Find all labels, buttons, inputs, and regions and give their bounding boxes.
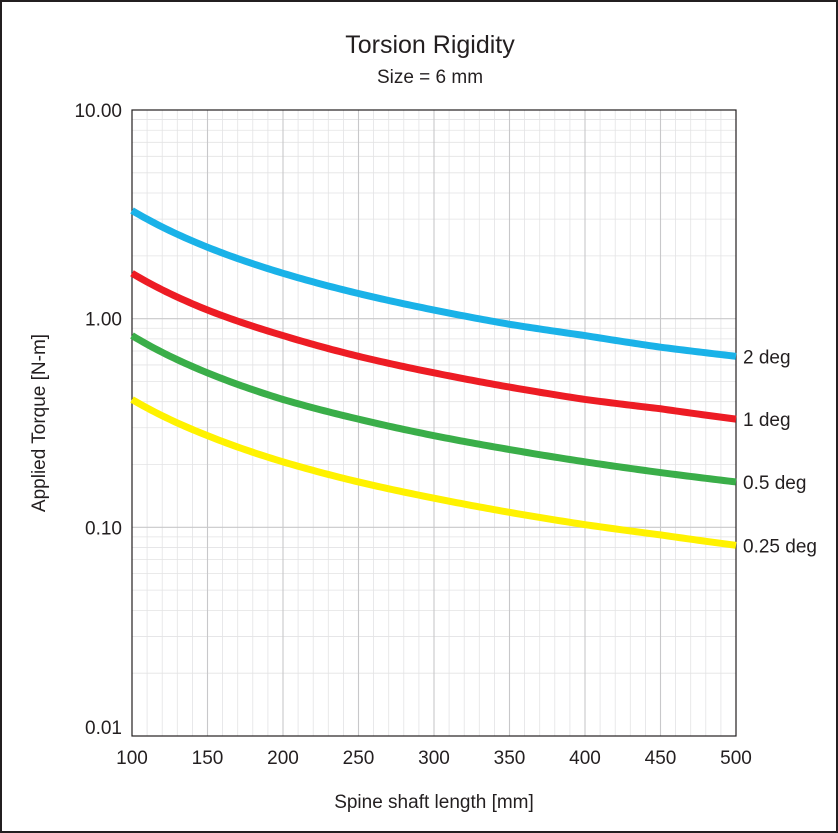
series-line <box>130 396 737 549</box>
x-tick-label: 450 <box>645 748 677 769</box>
series-label: 1 deg <box>743 410 791 431</box>
y-tick-label: 1.00 <box>85 310 122 331</box>
x-tick-label: 100 <box>116 748 148 769</box>
x-tick-label: 500 <box>720 748 752 769</box>
series-line <box>130 270 737 423</box>
y-tick-label: 10.00 <box>74 101 122 122</box>
y-tick-labels: 0.01 0.10 1.00 10.00 <box>74 101 122 739</box>
series-line <box>130 332 737 486</box>
series-line <box>130 207 737 360</box>
x-tick-label: 150 <box>192 748 224 769</box>
chart-title: Torsion Rigidity <box>345 31 515 59</box>
plot-area-border <box>131 109 737 737</box>
x-axis-label: Spine shaft length [mm] <box>334 792 534 813</box>
series-label: 0.5 deg <box>743 473 806 494</box>
series-label-layer: 2 deg 1 deg 0.5 deg 0.25 deg <box>743 347 817 557</box>
x-tick-labels: 100 150 200 250 300 350 400 450 500 <box>116 748 752 769</box>
chart-subtitle: Size = 6 mm <box>377 67 483 88</box>
y-tick-label: 0.01 <box>85 718 122 739</box>
series-label: 0.25 deg <box>743 536 817 557</box>
x-tick-label: 300 <box>418 748 450 769</box>
x-tick-label: 400 <box>569 748 601 769</box>
x-tick-label: 250 <box>343 748 375 769</box>
series-layer <box>130 207 737 549</box>
x-tick-label: 200 <box>267 748 299 769</box>
y-axis-label: Applied Torque [N-m] <box>29 334 50 512</box>
y-tick-label: 0.10 <box>85 518 122 539</box>
series-label: 2 deg <box>743 347 791 368</box>
x-tick-label: 350 <box>494 748 526 769</box>
